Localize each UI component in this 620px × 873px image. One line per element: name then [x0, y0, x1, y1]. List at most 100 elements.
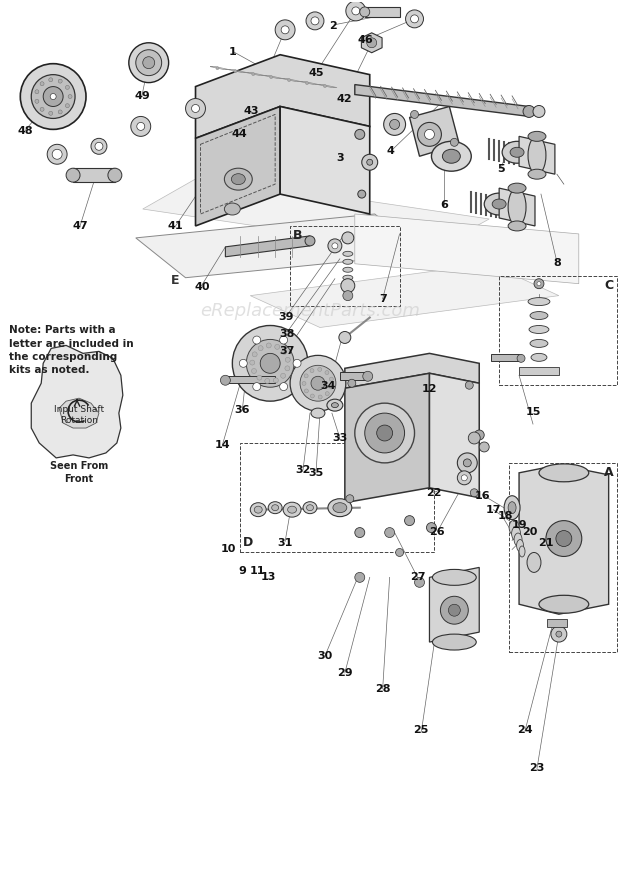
Circle shape	[20, 64, 86, 129]
Circle shape	[273, 378, 278, 383]
Text: 10: 10	[221, 545, 236, 554]
Circle shape	[290, 355, 346, 411]
Text: 48: 48	[17, 126, 33, 135]
Ellipse shape	[528, 136, 546, 175]
Bar	[509, 463, 617, 652]
Ellipse shape	[343, 259, 353, 265]
Circle shape	[50, 93, 56, 100]
Circle shape	[65, 104, 69, 107]
Circle shape	[461, 475, 467, 481]
Circle shape	[300, 365, 336, 402]
Circle shape	[463, 459, 471, 467]
Circle shape	[468, 432, 481, 444]
Circle shape	[129, 43, 169, 83]
Circle shape	[216, 66, 219, 70]
Circle shape	[396, 548, 404, 556]
Text: 44: 44	[231, 129, 247, 139]
Text: 3: 3	[336, 154, 343, 163]
Ellipse shape	[303, 502, 317, 513]
Text: Seen From
Front: Seen From Front	[50, 461, 108, 485]
Ellipse shape	[512, 526, 521, 540]
Circle shape	[405, 10, 423, 28]
Circle shape	[31, 74, 75, 119]
Text: 7: 7	[379, 294, 387, 304]
Ellipse shape	[288, 506, 296, 513]
Circle shape	[40, 107, 44, 112]
Text: A: A	[604, 466, 614, 479]
Circle shape	[517, 354, 525, 362]
Circle shape	[258, 346, 263, 351]
Circle shape	[551, 626, 567, 642]
Circle shape	[318, 395, 322, 399]
Polygon shape	[59, 398, 99, 428]
Circle shape	[35, 100, 39, 103]
Ellipse shape	[254, 506, 262, 513]
Circle shape	[458, 471, 471, 485]
Circle shape	[131, 116, 151, 136]
Ellipse shape	[528, 298, 550, 306]
Circle shape	[293, 360, 301, 368]
Circle shape	[377, 425, 392, 441]
Circle shape	[355, 403, 415, 463]
Polygon shape	[355, 85, 529, 116]
Text: C: C	[604, 278, 614, 292]
Ellipse shape	[508, 502, 516, 513]
Ellipse shape	[510, 148, 524, 157]
Circle shape	[533, 106, 545, 118]
Circle shape	[365, 413, 405, 453]
Ellipse shape	[432, 141, 471, 171]
Circle shape	[311, 376, 325, 390]
Circle shape	[306, 81, 309, 85]
Text: 42: 42	[336, 94, 352, 104]
Circle shape	[311, 17, 319, 24]
Ellipse shape	[508, 183, 526, 193]
Bar	[491, 354, 521, 361]
Circle shape	[252, 72, 255, 76]
Circle shape	[58, 110, 62, 113]
Ellipse shape	[530, 340, 548, 347]
Circle shape	[427, 523, 436, 533]
Circle shape	[367, 159, 373, 165]
Circle shape	[389, 120, 400, 129]
Circle shape	[58, 79, 62, 83]
Circle shape	[410, 15, 418, 23]
Ellipse shape	[231, 174, 246, 184]
Circle shape	[304, 389, 308, 393]
Text: 19: 19	[512, 520, 528, 530]
Circle shape	[324, 85, 326, 87]
Circle shape	[288, 79, 291, 81]
Text: 24: 24	[517, 725, 533, 735]
Ellipse shape	[443, 149, 460, 163]
Circle shape	[361, 155, 378, 170]
Text: 35: 35	[308, 468, 323, 478]
Ellipse shape	[519, 546, 525, 557]
Text: 2: 2	[330, 21, 337, 31]
Text: 8: 8	[553, 258, 560, 268]
Ellipse shape	[108, 168, 122, 182]
Circle shape	[311, 394, 314, 398]
Circle shape	[234, 70, 237, 72]
Circle shape	[448, 604, 460, 616]
Text: 15: 15	[526, 407, 541, 417]
Circle shape	[410, 111, 418, 119]
Circle shape	[346, 1, 366, 21]
Text: 36: 36	[234, 405, 250, 416]
Ellipse shape	[224, 168, 252, 190]
Circle shape	[325, 370, 329, 375]
Circle shape	[232, 326, 308, 402]
Circle shape	[253, 382, 261, 390]
Text: 39: 39	[279, 312, 294, 321]
Circle shape	[306, 12, 324, 30]
Ellipse shape	[250, 503, 266, 517]
Text: 17: 17	[486, 505, 502, 514]
Circle shape	[35, 90, 39, 93]
Ellipse shape	[268, 502, 282, 513]
Text: 34: 34	[321, 382, 336, 391]
Text: 27: 27	[410, 573, 425, 582]
Ellipse shape	[343, 251, 353, 257]
Circle shape	[348, 379, 356, 388]
Ellipse shape	[539, 464, 589, 482]
Text: E: E	[171, 274, 180, 286]
Polygon shape	[361, 33, 382, 52]
Polygon shape	[519, 136, 555, 175]
